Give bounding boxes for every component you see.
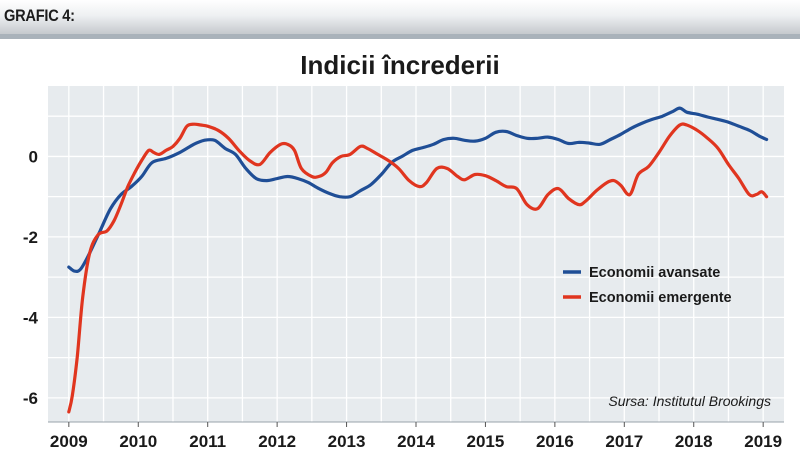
source-note: Sursa: Institutul Brookings — [608, 393, 771, 409]
x-tick-label: 2017 — [605, 432, 643, 451]
x-tick-label: 2010 — [119, 432, 157, 451]
legend: Economii avansate Economii emergente — [563, 265, 732, 306]
y-tick-label: -4 — [23, 308, 39, 327]
series-lines — [67, 106, 769, 414]
x-tick-label: 2016 — [536, 432, 574, 451]
x-tick-label: 2013 — [328, 432, 366, 451]
x-axis-ticks: 2009 2010 2011 2012 2013 2014 2015 2016 2017 2018… — [48, 421, 784, 451]
legend-label-economii-emergente: Economii emergente — [589, 290, 732, 306]
series-line-economii-avansate — [67, 106, 769, 273]
chart-number-label: GRAFIC 4: — [4, 6, 75, 25]
x-tick-label: 2018 — [675, 432, 713, 451]
confidence-index-chart: Indicii încrederii -6-4-20 2009 2010 2011 2… — [23, 50, 784, 451]
y-tick-label: -6 — [23, 389, 38, 408]
x-tick-label: 2009 — [50, 432, 88, 451]
legend-label-economii-avansate: Economii avansate — [589, 265, 720, 281]
header-rule — [0, 34, 800, 39]
header-bar: GRAFIC 4: — [0, 0, 800, 34]
y-axis-ticks: -6 -4 -2 0 — [23, 147, 39, 407]
series-line-economii-emergente — [67, 122, 769, 414]
y-tick-label: 0 — [29, 147, 38, 166]
x-tick-label: 2015 — [467, 432, 505, 451]
x-tick-label: 2019 — [744, 432, 782, 451]
x-tick-label: 2011 — [189, 432, 226, 451]
x-tick-label: 2012 — [258, 432, 296, 451]
x-tick-label: 2014 — [397, 432, 435, 451]
y-tick-label: -2 — [23, 228, 38, 247]
chart-title: Indicii încrederii — [300, 50, 499, 80]
